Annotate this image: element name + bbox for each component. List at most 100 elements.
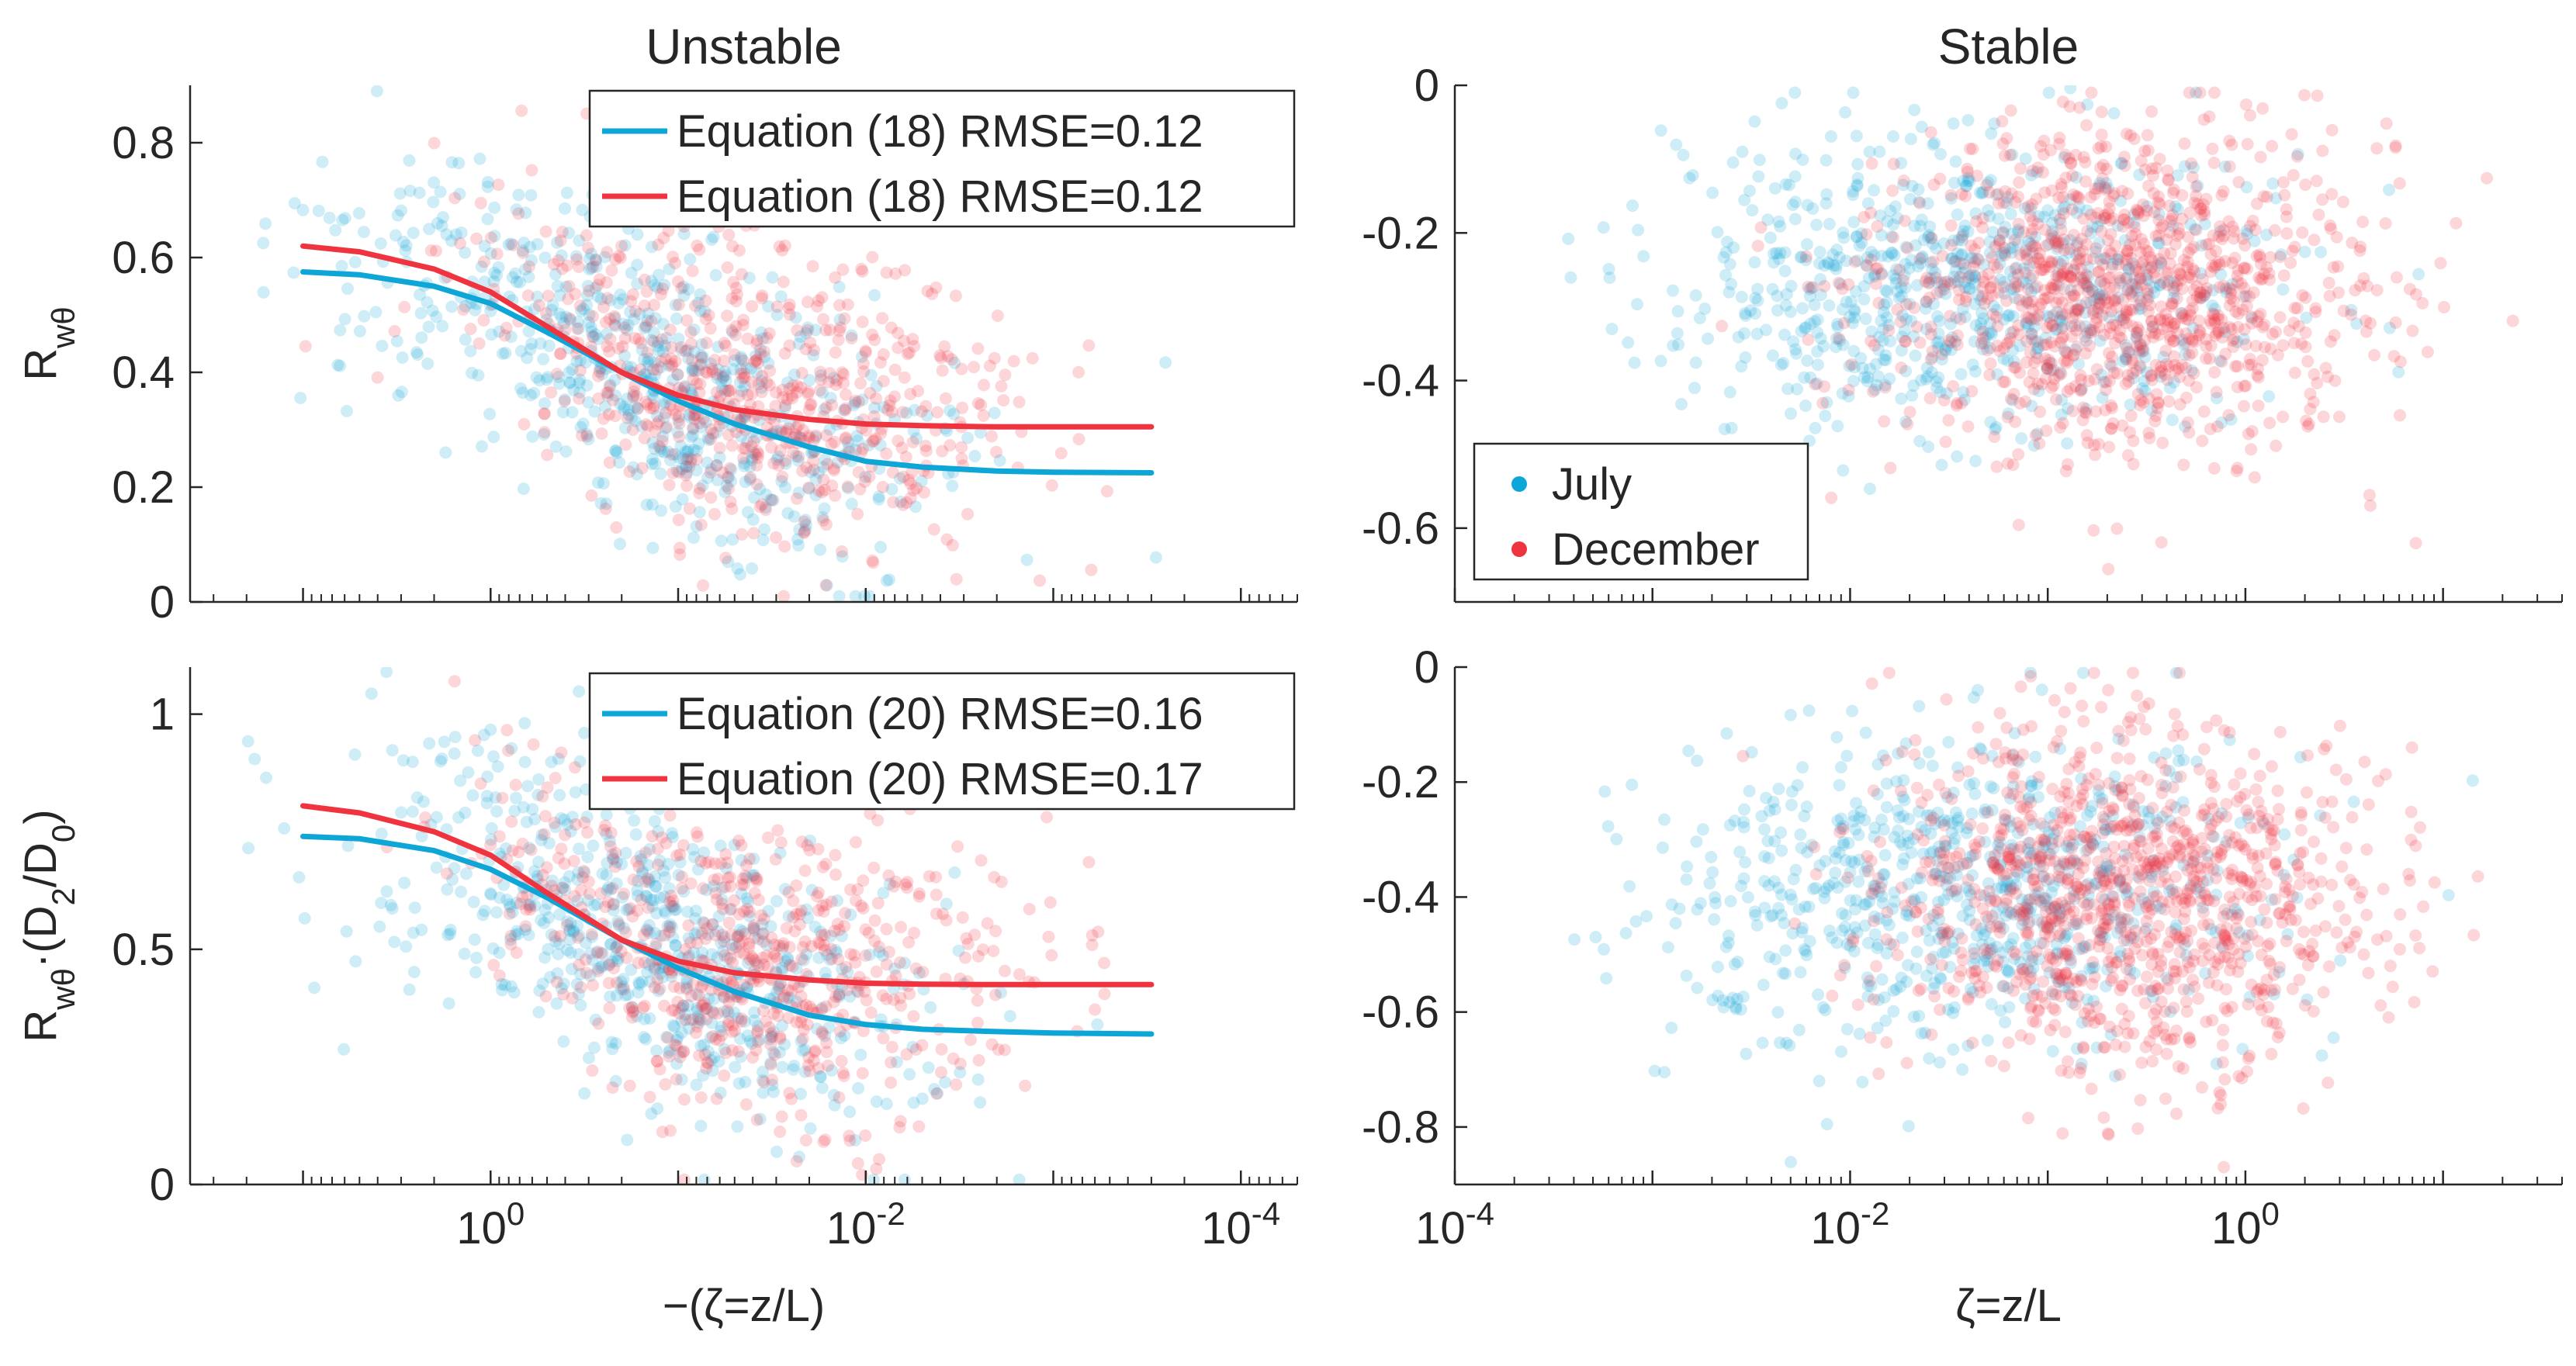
scatter-point-july	[1993, 233, 2006, 247]
scatter-point-july	[567, 925, 580, 939]
scatter-point-december	[819, 323, 833, 337]
scatter-point-july	[2070, 171, 2083, 184]
scatter-point-july	[1799, 399, 1813, 412]
scatter-point-december	[1899, 334, 1912, 348]
scatter-point-december	[593, 365, 606, 379]
scatter-point-december	[469, 734, 482, 747]
scatter-point-july	[825, 1064, 838, 1077]
scatter-point-december	[872, 940, 885, 953]
scatter-point-december	[827, 995, 840, 1008]
scatter-point-december	[1929, 271, 1942, 284]
scatter-point-july	[670, 312, 683, 325]
scatter-point-july	[691, 863, 705, 876]
scatter-point-december	[603, 958, 616, 971]
scatter-point-july	[2114, 195, 2128, 207]
scatter-point-december	[2076, 244, 2090, 258]
scatter-point-december	[2068, 264, 2081, 277]
scatter-point-december	[630, 389, 643, 403]
scatter-point-december	[2114, 332, 2128, 345]
scatter-point-july	[549, 935, 563, 948]
scatter-point-december	[726, 240, 739, 253]
scatter-point-july	[660, 422, 673, 435]
scatter-point-december	[682, 919, 695, 932]
scatter-point-december	[2116, 185, 2129, 198]
scatter-point-july	[1989, 423, 2002, 436]
scatter-point-july	[637, 1031, 650, 1044]
scatter-point-july	[506, 271, 519, 284]
scatter-point-december	[783, 1087, 796, 1100]
scatter-point-july	[533, 984, 546, 998]
scatter-point-july	[1785, 279, 1798, 292]
scatter-point-july	[696, 479, 709, 493]
scatter-point-december	[956, 911, 969, 924]
scatter-point-july	[790, 995, 803, 1008]
scatter-point-july	[705, 1053, 718, 1067]
scatter-point-july	[834, 1032, 847, 1045]
scatter-point-december	[798, 525, 811, 538]
scatter-point-december	[685, 337, 698, 351]
scatter-point-july	[596, 959, 609, 972]
scatter-point-december	[646, 363, 660, 376]
scatter-point-december	[2287, 316, 2301, 330]
scatter-point-december	[2145, 315, 2159, 328]
scatter-point-july	[2383, 183, 2396, 196]
scatter-point-december	[833, 988, 846, 1001]
scatter-point-july	[693, 506, 706, 519]
scatter-point-december	[1945, 238, 1958, 251]
scatter-point-july	[2010, 261, 2024, 274]
scatter-point-december	[505, 815, 518, 828]
scatter-point-july	[1888, 249, 1901, 262]
scatter-point-december	[827, 464, 840, 477]
scatter-point-july	[677, 227, 691, 240]
scatter-point-december	[2121, 244, 2135, 258]
scatter-point-july	[1798, 371, 1811, 384]
scatter-point-december	[2185, 157, 2198, 170]
scatter-point-july	[1813, 257, 1826, 270]
scatter-point-july	[1898, 324, 1911, 337]
scatter-point-december	[2137, 198, 2149, 211]
scatter-point-december	[2067, 188, 2080, 201]
scatter-point-july	[459, 246, 472, 259]
scatter-point-july	[604, 938, 618, 950]
scatter-point-july	[1966, 869, 1979, 882]
scatter-point-december	[892, 434, 905, 448]
scatter-point-december	[639, 846, 653, 859]
scatter-point-december	[812, 842, 825, 856]
scatter-point-july	[549, 268, 562, 281]
scatter-point-december	[1901, 241, 1914, 254]
scatter-point-december	[2161, 320, 2174, 334]
scatter-point-july	[618, 421, 632, 434]
scatter-point-december	[1954, 313, 1967, 326]
scatter-point-july	[435, 220, 448, 233]
scatter-point-december	[644, 402, 657, 415]
scatter-point-july	[1858, 814, 1871, 827]
scatter-point-december	[632, 402, 645, 415]
scatter-point-december	[2098, 209, 2111, 222]
scatter-point-december	[2037, 148, 2050, 161]
scatter-point-december	[2134, 359, 2147, 372]
scatter-point-december	[2099, 301, 2111, 314]
scatter-point-december	[532, 299, 545, 312]
scatter-point-december	[2017, 226, 2030, 239]
scatter-point-july	[1830, 244, 1844, 256]
scatter-point-july	[528, 386, 541, 399]
scatter-point-july	[795, 1035, 808, 1048]
scatter-point-july	[1725, 278, 1738, 291]
scatter-point-december	[597, 301, 610, 313]
scatter-point-july	[2241, 929, 2254, 942]
scatter-point-july	[2412, 268, 2425, 281]
scatter-point-july	[712, 910, 725, 923]
scatter-point-july	[753, 1112, 767, 1126]
scatter-point-july	[648, 442, 661, 455]
scatter-point-december	[2211, 313, 2225, 326]
scatter-point-december	[2160, 268, 2173, 281]
scatter-point-december	[2237, 290, 2250, 303]
scatter-point-december	[2152, 328, 2166, 341]
scatter-point-december	[663, 479, 676, 492]
scatter-point-december	[705, 983, 718, 996]
scatter-point-december	[2130, 203, 2143, 216]
scatter-point-july	[740, 892, 753, 905]
scatter-point-july	[2031, 342, 2044, 355]
scatter-point-july	[564, 313, 577, 327]
scatter-point-july	[2119, 339, 2132, 351]
